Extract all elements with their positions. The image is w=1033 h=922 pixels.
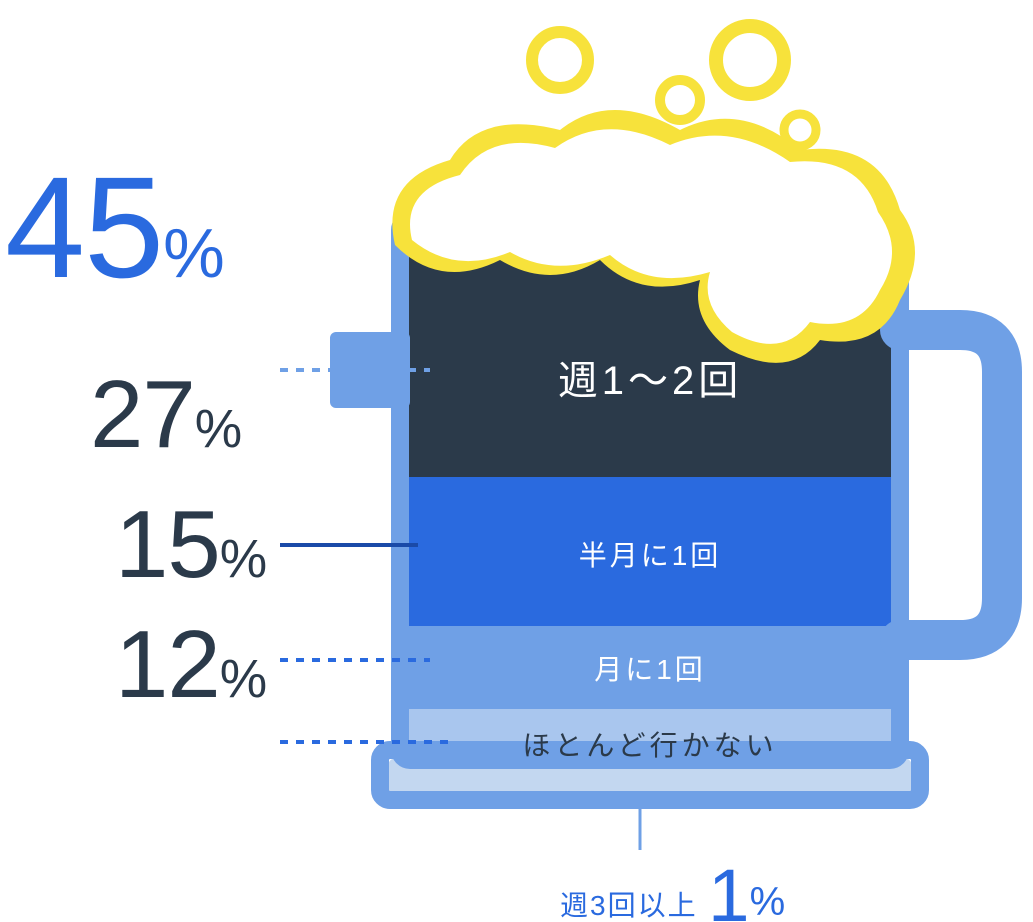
bubble-3 xyxy=(716,26,784,94)
mug-handle xyxy=(900,330,1002,640)
pct-15-num: 15 xyxy=(115,491,220,598)
pct-45-num: 45 xyxy=(5,147,163,308)
bubble-4 xyxy=(784,114,816,146)
seg-label-s3: 月に1回 xyxy=(420,648,880,688)
pct-27-sym: % xyxy=(195,400,241,459)
bottom-callout-sym: % xyxy=(750,880,786,922)
bottom-callout-num: 1 xyxy=(708,853,750,922)
pct-45: 45% xyxy=(5,145,224,311)
pct-12-sym: % xyxy=(220,650,266,709)
pct-12: 12% xyxy=(115,610,266,720)
pct-27-num: 27 xyxy=(90,361,195,468)
pct-27: 27% xyxy=(90,360,241,470)
pct-12-num: 12 xyxy=(115,611,220,718)
bottom-callout-text: 週3回以上 xyxy=(560,890,698,921)
bottom-callout-label: 週3回以上 1% xyxy=(560,846,785,922)
seg-label-s4: ほとんど行かない xyxy=(420,724,880,764)
seg-label-s2: 半月に1回 xyxy=(420,534,880,574)
pct-15: 15% xyxy=(115,490,266,600)
infographic-stage: 45% 27% 15% 12% 週1〜2回 半月に1回 月に1回 ほとんど行かな… xyxy=(0,0,1033,922)
bubble-2 xyxy=(660,80,700,120)
seg-label-s1: 週1〜2回 xyxy=(420,348,880,406)
bubble-1 xyxy=(532,32,588,88)
pct-45-sym: % xyxy=(163,214,224,292)
pct-15-sym: % xyxy=(220,530,266,589)
